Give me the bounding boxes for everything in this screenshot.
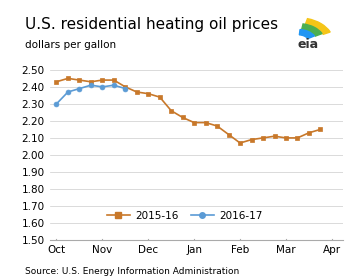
Text: dollars per gallon: dollars per gallon bbox=[25, 40, 116, 50]
Wedge shape bbox=[306, 19, 330, 34]
Legend: 2015-16, 2016-17: 2015-16, 2016-17 bbox=[103, 206, 267, 225]
Text: Source: U.S. Energy Information Administration: Source: U.S. Energy Information Administ… bbox=[25, 267, 239, 276]
Text: U.S. residential heating oil prices: U.S. residential heating oil prices bbox=[25, 17, 278, 32]
Text: eia: eia bbox=[297, 38, 319, 51]
Wedge shape bbox=[302, 24, 322, 36]
Wedge shape bbox=[299, 30, 314, 39]
